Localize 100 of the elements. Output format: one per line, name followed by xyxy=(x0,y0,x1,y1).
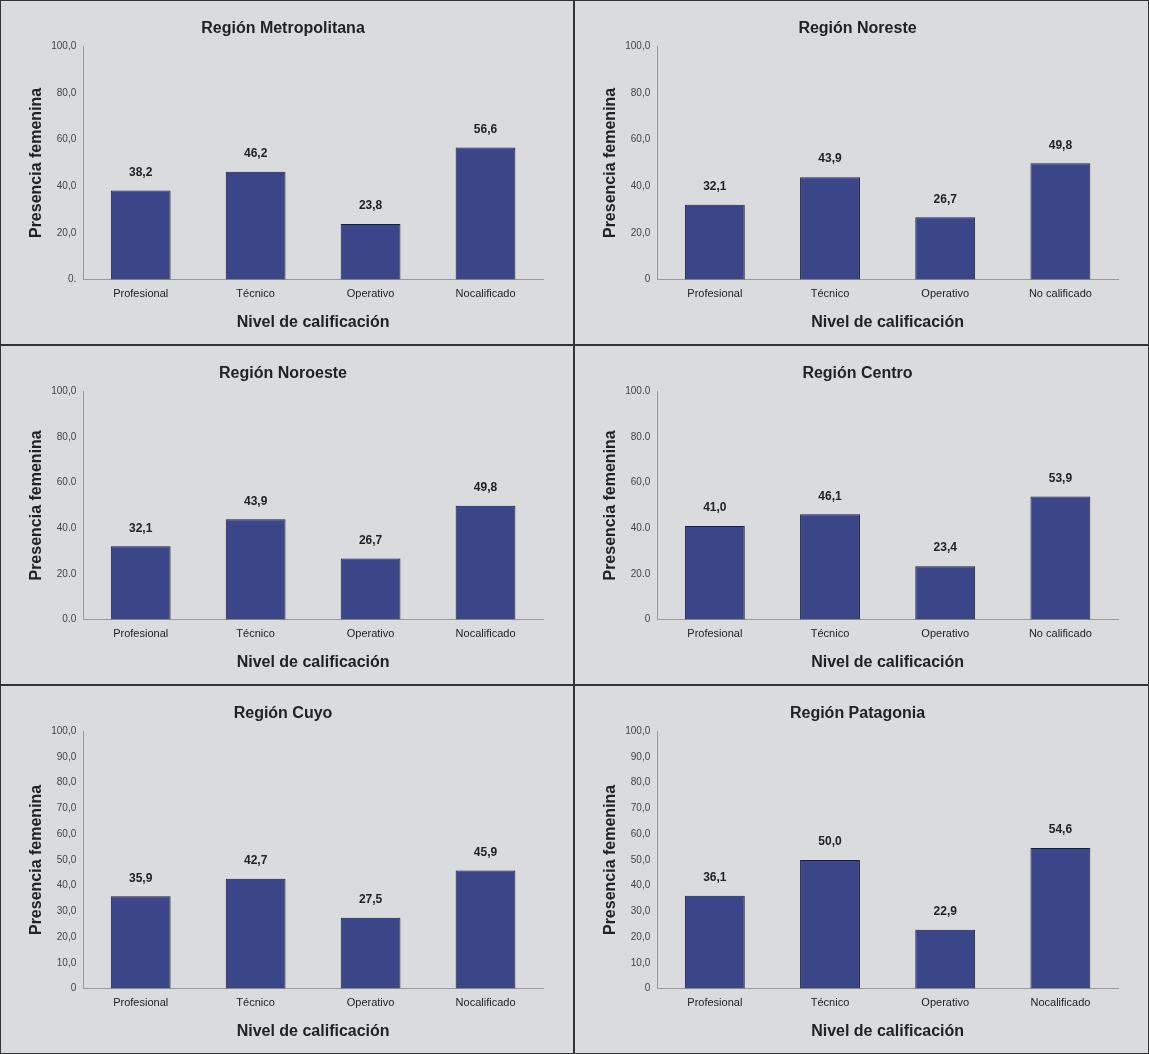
y-tick-label: 40,0 xyxy=(56,879,77,891)
x-tick-label: Nocalificado xyxy=(455,996,516,1009)
y-tick-label: 40,0 xyxy=(630,879,651,891)
y-axis-title: Presencia femenina xyxy=(27,784,45,936)
y-tick-label: 100,0 xyxy=(51,724,77,736)
y-tick-label: 10,0 xyxy=(56,956,77,968)
x-tick-label: Técnico xyxy=(810,996,850,1009)
y-tick-label: 0. xyxy=(67,273,77,285)
y-tick-label: 60,0 xyxy=(630,476,651,488)
data-label: 53,9 xyxy=(1048,470,1073,485)
y-tick-label: 40.0 xyxy=(56,521,77,533)
x-tick-label: Técnico xyxy=(810,627,850,640)
y-axis-title: Presencia femenina xyxy=(27,87,45,239)
y-tick-label: 50,0 xyxy=(56,853,77,865)
data-label: 49,8 xyxy=(473,480,498,495)
chart-title: Región Metropolitana xyxy=(201,19,365,37)
data-label: 43,9 xyxy=(818,151,843,166)
chart-title: Región Noroeste xyxy=(218,364,348,382)
y-tick-label: 50,0 xyxy=(630,853,651,865)
x-axis-title: Nivel de calificación xyxy=(236,652,390,670)
chart-title: Región Noreste xyxy=(798,19,917,37)
x-tick-label: Técnico xyxy=(236,287,275,300)
x-tick-label: Profesional xyxy=(687,287,743,300)
data-label: 35,9 xyxy=(129,870,153,885)
y-tick-label: 80,0 xyxy=(630,86,651,98)
y-tick-label: 100,0 xyxy=(625,39,651,51)
y-tick-label: 0 xyxy=(70,982,77,994)
x-tick-label: Operativo xyxy=(921,627,970,640)
y-tick-label: 20,0 xyxy=(56,226,77,238)
x-tick-label: Operativo xyxy=(346,627,395,640)
y-tick-label: 40,0 xyxy=(630,179,651,191)
y-tick-label: 60.0 xyxy=(56,476,77,488)
y-tick-label: 100,0 xyxy=(51,39,77,51)
y-axis-title: Presencia femenina xyxy=(601,430,619,581)
chart-title: Región Patagonia xyxy=(789,704,926,722)
x-tick-label: Operativo xyxy=(921,996,970,1009)
x-tick-label: Nocalificado xyxy=(1030,996,1091,1009)
y-tick-label: 80,0 xyxy=(56,86,77,98)
x-tick-label: Profesional xyxy=(113,627,169,640)
x-tick-label: Técnico xyxy=(810,287,850,300)
y-tick-label: 60,0 xyxy=(630,133,651,145)
data-label: 41,0 xyxy=(703,500,727,515)
x-tick-label: Técnico xyxy=(236,996,275,1009)
x-tick-label: Profesional xyxy=(687,627,743,640)
y-tick-label: 90,0 xyxy=(630,750,651,762)
x-tick-label: Profesional xyxy=(113,996,169,1009)
y-axis-title: Presencia femenina xyxy=(601,87,619,239)
y-tick-label: 20.0 xyxy=(630,567,651,579)
x-tick-label: Nocalificado xyxy=(455,287,516,300)
y-tick-label: 70,0 xyxy=(56,802,77,814)
data-label: 42,7 xyxy=(243,853,268,867)
x-tick-label: Operativo xyxy=(346,996,395,1009)
x-tick-label: Operativo xyxy=(921,287,970,300)
y-tick-label: 0.0 xyxy=(62,613,77,625)
data-label: 32,1 xyxy=(703,178,727,193)
y-tick-label: 80,0 xyxy=(630,776,651,788)
data-label: 26,7 xyxy=(358,532,383,547)
y-tick-label: 30,0 xyxy=(630,905,651,917)
y-tick-label: 80,0 xyxy=(56,430,77,442)
y-tick-label: 100,0 xyxy=(625,724,651,736)
y-tick-label: 60,0 xyxy=(630,827,651,839)
data-label: 43,9 xyxy=(243,493,268,508)
y-tick-label: 40,0 xyxy=(56,179,77,191)
data-label: 23,4 xyxy=(933,540,958,555)
y-tick-label: 60,0 xyxy=(56,827,77,839)
x-tick-label: Profesional xyxy=(113,287,169,300)
y-axis-title: Presencia femenina xyxy=(601,784,619,936)
y-tick-label: 0 xyxy=(644,613,651,625)
x-axis-title: Nivel de calificación xyxy=(811,1021,965,1039)
data-label: 22,9 xyxy=(933,903,958,918)
chart-title: Región Cuyo xyxy=(233,704,333,722)
chart-title: Región Centro xyxy=(802,364,913,382)
data-label: 46,1 xyxy=(818,488,843,503)
y-tick-label: 60,0 xyxy=(56,133,77,145)
x-axis-title: Nivel de calificación xyxy=(811,652,965,670)
x-axis-title: Nivel de calificación xyxy=(811,312,965,330)
y-tick-label: 100,0 xyxy=(51,384,77,396)
data-label: 32,1 xyxy=(129,520,153,535)
data-label: 27,5 xyxy=(358,892,383,907)
data-label: 45,9 xyxy=(473,844,498,859)
data-label: 26,7 xyxy=(933,191,958,206)
x-tick-label: No calificado xyxy=(1028,627,1092,640)
data-label: 46,2 xyxy=(243,146,268,161)
y-tick-label: 20,0 xyxy=(56,930,77,942)
x-tick-label: Técnico xyxy=(236,627,275,640)
x-tick-label: Nocalificado xyxy=(455,627,516,640)
x-axis-title: Nivel de calificación xyxy=(236,1021,390,1039)
y-tick-label: 10,0 xyxy=(630,956,651,968)
y-tick-label: 100.0 xyxy=(625,384,651,396)
y-axis-title: Presencia femenina xyxy=(27,430,45,581)
data-label: 50,0 xyxy=(818,834,843,849)
y-tick-label: 90,0 xyxy=(56,750,77,762)
x-tick-label: No calificado xyxy=(1028,287,1092,300)
x-tick-label: Operativo xyxy=(346,287,395,300)
y-tick-label: 0 xyxy=(644,273,651,285)
data-label: 36,1 xyxy=(703,869,727,884)
data-label: 49,8 xyxy=(1048,137,1073,152)
data-label: 38,2 xyxy=(129,164,153,179)
x-tick-label: Profesional xyxy=(687,996,743,1009)
y-tick-label: 40.0 xyxy=(630,521,651,533)
